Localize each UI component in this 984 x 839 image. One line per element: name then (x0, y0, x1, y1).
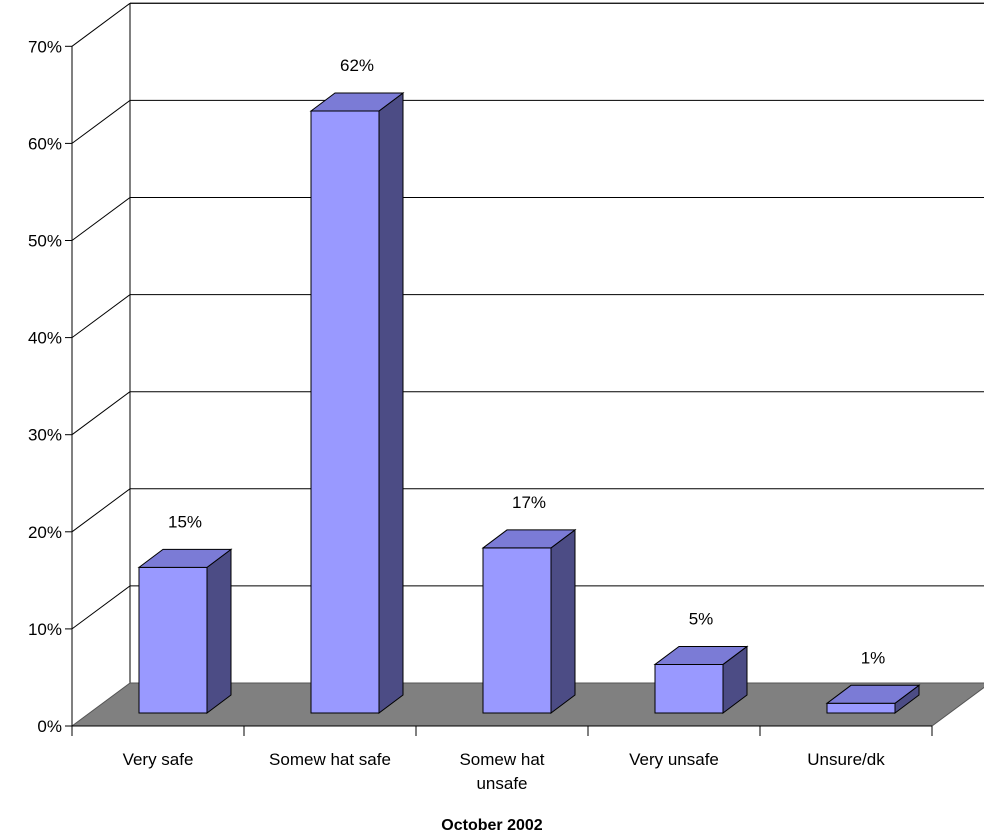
data-label: 17% (512, 493, 546, 512)
y-tick-label: 10% (28, 620, 62, 639)
x-tick-label: Somew hat safe (269, 750, 391, 769)
bar (309, 91, 405, 714)
axes: 0% 10% 20% 30% 40% 50% 60% 70% (28, 37, 933, 736)
gridline-diagonal (71, 488, 131, 533)
gridline-diagonal (71, 391, 131, 436)
y-tick-label: 0% (37, 717, 62, 736)
gridlines (71, 2, 984, 683)
gridline-diagonal (71, 2, 131, 47)
bar-top (653, 645, 749, 665)
gridline-diagonal (71, 99, 131, 144)
bar-front (482, 547, 552, 714)
y-tick-label: 60% (28, 134, 62, 153)
x-tick-label: Very unsafe (629, 750, 719, 769)
bar-top (825, 684, 921, 704)
data-label: 5% (689, 609, 714, 628)
data-label: 15% (168, 512, 202, 531)
bar-top (309, 92, 405, 112)
bar (825, 684, 921, 714)
y-tick-label: 20% (28, 523, 62, 542)
y-tick-label: 30% (28, 426, 62, 445)
y-tick-label: 40% (28, 329, 62, 348)
bar-front (654, 663, 724, 714)
x-tick-label: Somew hat unsafe (459, 750, 544, 793)
x-axis-title: October 2002 (441, 817, 542, 834)
bar-front (310, 110, 380, 714)
bar (137, 548, 233, 714)
bar-top (137, 548, 233, 568)
bar-side (378, 91, 404, 714)
gridline-diagonal (71, 294, 131, 339)
labels: 15% Very safe 62% Somew hat safe 17% Somew ha… (123, 56, 886, 793)
y-tick-label: 50% (28, 232, 62, 251)
bars (137, 91, 921, 714)
bar-side (550, 528, 576, 714)
x-tick-label: Very safe (123, 750, 194, 769)
data-label: 62% (340, 56, 374, 75)
bar-side (206, 548, 232, 714)
x-tick-label: Unsure/dk (807, 750, 885, 769)
gridline-diagonal (71, 585, 131, 630)
bar-top (481, 529, 577, 549)
y-tick-label: 70% (28, 37, 62, 56)
bar-front (138, 566, 208, 714)
bar (653, 645, 749, 714)
bar-front (826, 702, 896, 714)
gridline-diagonal (71, 197, 131, 241)
data-label: 1% (861, 648, 886, 667)
bar (481, 528, 577, 714)
